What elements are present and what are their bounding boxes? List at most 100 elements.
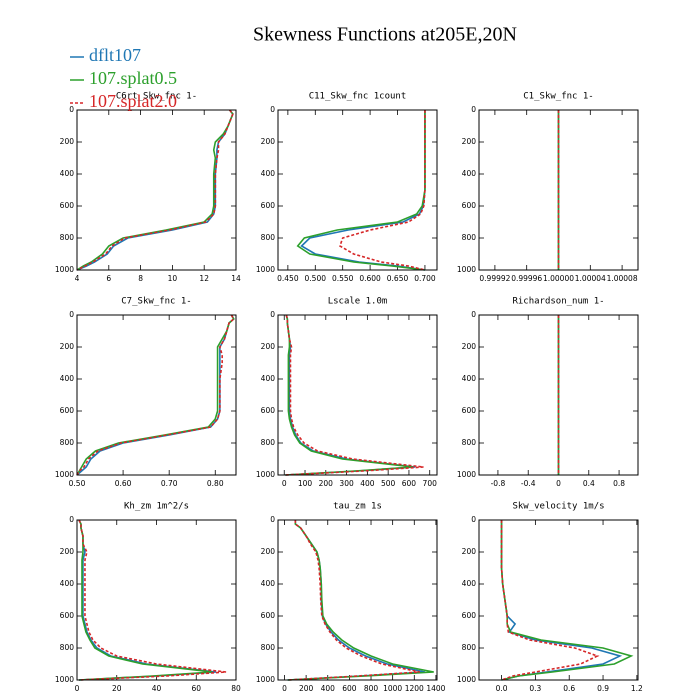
data-line bbox=[296, 110, 426, 271]
y-tick-label: 0 bbox=[270, 310, 275, 319]
x-tick-label: 0.3 bbox=[529, 684, 541, 693]
x-tick-label: 0.50 bbox=[69, 479, 86, 488]
data-line bbox=[500, 520, 623, 681]
data-line bbox=[78, 519, 213, 681]
y-tick-label: 0 bbox=[69, 105, 74, 114]
x-tick-label: 0.0 bbox=[496, 684, 508, 693]
panel-title: C6rt_Skw_fnc 1- bbox=[116, 92, 197, 102]
y-tick-label: 200 bbox=[60, 547, 75, 556]
y-tick-label: 200 bbox=[261, 137, 276, 146]
plot-frame bbox=[277, 519, 438, 681]
x-tick-label: 0.70 bbox=[161, 479, 178, 488]
y-tick-label: 400 bbox=[462, 579, 477, 588]
plot-frame bbox=[478, 109, 639, 271]
y-tick-label: 400 bbox=[60, 374, 75, 383]
y-tick-label: 200 bbox=[462, 547, 477, 556]
data-line bbox=[500, 520, 634, 681]
y-tick-label: 800 bbox=[462, 438, 477, 447]
x-tick-label: 60 bbox=[191, 684, 201, 693]
x-tick-label: 12 bbox=[199, 274, 209, 283]
x-tick-label: 0.99992 bbox=[479, 274, 510, 283]
plot-frame bbox=[478, 519, 639, 681]
y-tick-label: 400 bbox=[462, 374, 477, 383]
y-tick-label: 800 bbox=[60, 233, 75, 242]
x-tick-label: 200 bbox=[299, 684, 314, 693]
y-tick-label: 600 bbox=[462, 406, 477, 415]
x-tick-label: 0.650 bbox=[387, 274, 409, 283]
y-tick-label: 1000 bbox=[457, 675, 476, 684]
y-tick-label: 200 bbox=[261, 342, 276, 351]
x-tick-label: 500 bbox=[381, 479, 396, 488]
y-tick-label: 0 bbox=[471, 515, 476, 524]
y-tick-label: 0 bbox=[270, 515, 275, 524]
y-tick-label: 0 bbox=[471, 310, 476, 319]
y-tick-label: 1000 bbox=[457, 470, 476, 479]
x-tick-label: 1200 bbox=[405, 684, 424, 693]
y-tick-label: 1000 bbox=[55, 470, 74, 479]
x-tick-label: 700 bbox=[423, 479, 438, 488]
y-tick-label: 600 bbox=[60, 611, 75, 620]
panel-title: Lscale 1.0m bbox=[328, 297, 388, 307]
y-tick-label: 400 bbox=[60, 169, 75, 178]
x-tick-label: 800 bbox=[364, 684, 379, 693]
y-tick-label: 0 bbox=[270, 105, 275, 114]
y-tick-label: 1000 bbox=[256, 470, 275, 479]
y-tick-label: 800 bbox=[261, 643, 276, 652]
x-tick-label: 200 bbox=[319, 479, 334, 488]
y-tick-label: 400 bbox=[261, 579, 276, 588]
x-tick-label: 0.80 bbox=[207, 479, 224, 488]
y-tick-label: 400 bbox=[261, 374, 276, 383]
y-tick-label: 600 bbox=[462, 201, 477, 210]
x-tick-label: 40 bbox=[152, 684, 162, 693]
panel-title: C1_Skw_fnc 1- bbox=[523, 92, 593, 102]
y-tick-label: 200 bbox=[60, 137, 75, 146]
x-tick-label: 0.6 bbox=[563, 684, 575, 693]
y-tick-label: 400 bbox=[462, 169, 477, 178]
data-line bbox=[287, 520, 420, 681]
x-tick-label: 0.450 bbox=[277, 274, 299, 283]
x-tick-label: 0.550 bbox=[332, 274, 354, 283]
data-line bbox=[76, 109, 234, 271]
y-tick-label: 1000 bbox=[256, 265, 275, 274]
y-tick-label: 0 bbox=[471, 105, 476, 114]
panel-title: Skw_velocity 1m/s bbox=[512, 502, 604, 512]
plot-frame bbox=[76, 519, 237, 681]
y-tick-label: 800 bbox=[60, 438, 75, 447]
y-tick-label: 1000 bbox=[55, 675, 74, 684]
y-tick-label: 800 bbox=[261, 438, 276, 447]
x-tick-label: 10 bbox=[168, 274, 178, 283]
y-tick-label: 800 bbox=[462, 643, 477, 652]
y-tick-label: 200 bbox=[261, 547, 276, 556]
plot-frame bbox=[277, 314, 438, 476]
x-tick-label: 0.60 bbox=[115, 479, 132, 488]
plot-frame bbox=[478, 314, 639, 476]
plot-frame bbox=[277, 109, 438, 271]
x-tick-label: 4 bbox=[75, 274, 80, 283]
panel-title: tau_zm 1s bbox=[333, 502, 382, 512]
x-tick-label: 0 bbox=[282, 479, 287, 488]
y-tick-label: 1000 bbox=[55, 265, 74, 274]
legend-label: dflt107 bbox=[89, 45, 141, 65]
x-tick-label: 600 bbox=[402, 479, 417, 488]
data-line bbox=[285, 314, 414, 476]
y-tick-label: 0 bbox=[69, 310, 74, 319]
data-line bbox=[285, 314, 424, 476]
x-tick-label: 0.600 bbox=[359, 274, 381, 283]
figure-title: Skewness Functions at205E,20N bbox=[253, 24, 517, 46]
y-tick-label: 1000 bbox=[256, 675, 275, 684]
data-line bbox=[338, 110, 426, 271]
y-tick-label: 800 bbox=[261, 233, 276, 242]
x-tick-label: 1400 bbox=[426, 684, 445, 693]
x-tick-label: 0.700 bbox=[414, 274, 436, 283]
y-tick-label: 600 bbox=[261, 406, 276, 415]
x-tick-label: 0.500 bbox=[305, 274, 327, 283]
x-tick-label: 400 bbox=[321, 684, 336, 693]
data-line bbox=[76, 314, 235, 476]
data-line bbox=[500, 520, 600, 681]
x-tick-label: 0 bbox=[556, 479, 561, 488]
x-tick-label: 0.99996 bbox=[511, 274, 542, 283]
x-tick-label: 80 bbox=[231, 684, 241, 693]
data-line bbox=[287, 520, 426, 681]
plot-frame bbox=[76, 109, 237, 271]
x-tick-label: -0.8 bbox=[491, 479, 506, 488]
